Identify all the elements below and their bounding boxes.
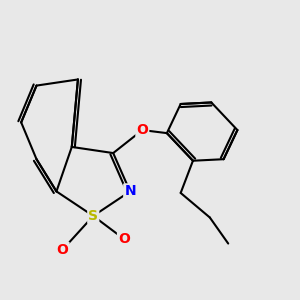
Text: O: O	[136, 123, 148, 137]
Text: O: O	[118, 232, 130, 246]
Text: O: O	[57, 243, 68, 257]
Text: S: S	[88, 209, 98, 223]
Text: N: N	[124, 184, 136, 198]
